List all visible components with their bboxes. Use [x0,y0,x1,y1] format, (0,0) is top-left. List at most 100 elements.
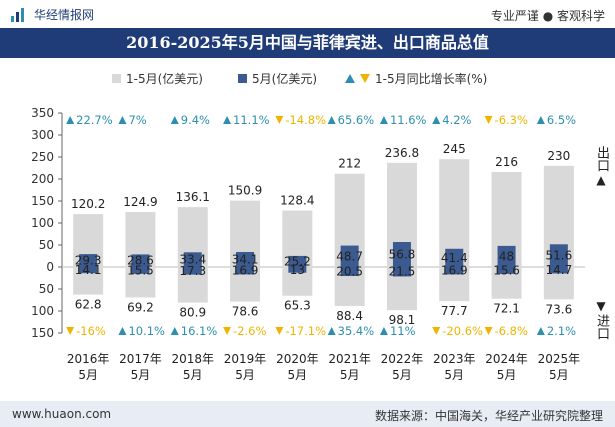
chart-title: 2016-2025年5月中国与菲律宾进、出口商品总值 [0,28,615,58]
footer-source: 数据来源：中国海关，华经产业研究院整理 [374,409,603,423]
import-growth-label: -2.6% [233,324,266,338]
import-cumulative-label: 77.7 [441,304,468,318]
export-up-triangle-icon [432,116,441,124]
export-may-bar [79,254,98,267]
export-may-bar [183,252,202,267]
export-up-triangle-icon [379,116,388,124]
export-growth-label: 9.4% [181,113,210,127]
top-bar: 华经情报网 专业严谨 ● 客观科学 [0,0,615,28]
import-may-label: 14.1 [75,263,102,277]
x-tick-label-year: 2021年 [328,352,371,366]
import-may-label: 21.5 [389,265,416,279]
export-growth-label: 22.7% [76,113,113,127]
import-down-triangle-icon [432,327,441,335]
export-may-label: 48 [499,249,514,263]
import-side-label: ▼ 进口 [593,298,609,340]
export-may-label: 41.4 [441,251,468,265]
x-tick-label-month: 5月 [183,368,203,382]
import-down-triangle-icon [66,327,75,335]
import-cumulative-label: 98.1 [389,313,416,327]
x-tick-label-month: 5月 [131,368,151,382]
export-down-triangle-icon [484,116,493,124]
export-may-bar [445,248,464,267]
export-up-triangle-icon [118,116,127,124]
export-up-triangle-icon [536,116,545,124]
import-may-label: 15.5 [127,263,154,277]
export-cumulative-label: 236.8 [385,146,419,160]
brand-name: 华经情报网 [34,8,95,22]
legend-swatch-may [238,74,247,83]
export-up-triangle-icon [223,116,232,124]
export-cumulative-label: 245 [443,142,466,156]
export-growth-label: 7% [128,113,146,127]
import-cumulative-label: 72.1 [493,302,520,316]
export-growth-label: 11.1% [233,113,270,127]
y-tick-label: 200 [31,172,54,186]
down-triangle-icon [360,74,370,83]
export-growth-label: -14.8% [285,113,326,127]
export-may-label: 34.1 [232,252,259,266]
x-tick-label-year: 2019年 [224,352,267,366]
x-tick-label-year: 2023年 [433,352,476,366]
import-may-bar [183,267,202,275]
y-tick-label: 0 [46,260,54,274]
x-tick-label-year: 2022年 [381,352,424,366]
import-down-triangle-icon [275,327,284,335]
import-growth-label: 10.1% [128,324,165,338]
import-growth-label: 16.1% [181,324,218,338]
x-tick-label-year: 2018年 [171,352,214,366]
y-tick-label: 250 [31,150,54,164]
import-cumulative-label: 65.3 [284,299,311,313]
y-tick-label: 50 [39,282,54,296]
legend-label-may: 5月(亿美元) [252,72,317,86]
import-may-label: 16.9 [441,264,468,278]
export-may-label: 51.6 [545,249,572,263]
import-growth-label: 2.1% [547,324,576,338]
import-growth-label: -16% [76,324,106,338]
y-tick-label: 150 [31,194,54,208]
import-cumulative-label: 78.6 [232,305,259,319]
y-tick-label: 150 [31,326,54,340]
export-growth-label: 65.6% [338,113,375,127]
x-tick-label-month: 5月 [288,368,308,382]
x-tick-label-month: 5月 [392,368,412,382]
y-tick-label: 350 [31,106,54,120]
export-up-triangle-icon [170,116,179,124]
up-triangle-icon [345,74,355,83]
export-may-bar [549,244,568,267]
export-label: 出口 [594,146,609,172]
export-may-label: 56.8 [389,248,416,262]
export-growth-label: 6.5% [547,113,576,127]
legend-item-cumulative: 1-5月(亿美元) [112,70,203,87]
x-tick-label-year: 2025年 [538,352,581,366]
export-may-bar [497,245,516,267]
legend: 1-5月(亿美元) 5月(亿美元) 1-5月同比增长率(%) [0,70,615,90]
import-may-label: 15.6 [493,263,520,277]
legend-label-cumulative: 1-5月(亿美元) [126,72,203,86]
import-growth-label: 35.4% [338,324,375,338]
import-label: 进口 [594,314,609,340]
export-may-label: 29.3 [75,254,102,268]
export-side-label: 出口 ▲ [593,146,609,188]
export-cumulative-label: 136.1 [176,190,210,204]
export-cumulative-label: 124.9 [123,195,157,209]
import-growth-label: -17.1% [285,324,326,338]
import-may-bar [340,267,359,277]
import-up-triangle-icon [170,327,179,335]
export-down-triangle-icon [275,116,284,124]
export-may-bar [236,251,255,267]
import-cumulative-label: 88.4 [336,309,363,323]
brand-logo-icon [10,7,28,23]
x-tick-label-month: 5月 [235,368,255,382]
export-may-label: 33.4 [179,253,206,267]
legend-item-growth: 1-5月同比增长率(%) [345,70,487,87]
x-tick-label-month: 5月 [444,368,464,382]
y-tick-label: 300 [31,128,54,142]
export-may-bar [340,245,359,267]
export-up-triangle-icon [66,116,75,124]
x-tick-label-month: 5月 [78,368,98,382]
legend-swatch-cumulative [112,74,121,83]
export-cumulative-label: 128.4 [280,194,314,208]
import-may-label: 17.3 [179,264,206,278]
